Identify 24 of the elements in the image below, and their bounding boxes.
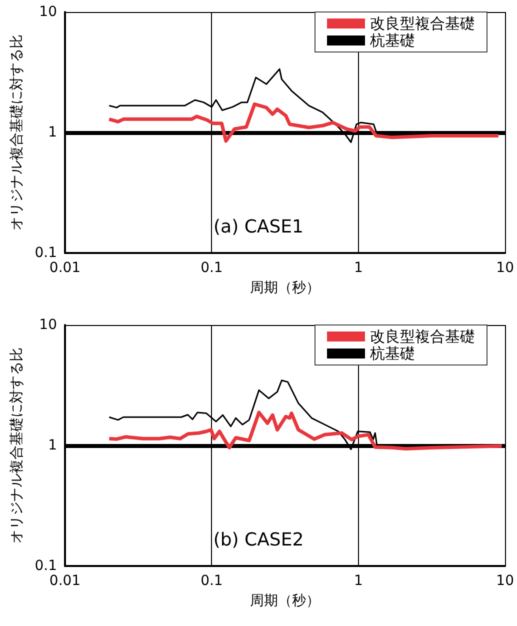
x-axis-title: 周期（秒） [250,280,320,296]
y-tick-label: 1 [48,438,57,454]
y-tick-label: 10 [39,317,57,333]
x-tick-label: 10 [496,260,514,276]
x-tick-label: 1 [354,573,363,589]
y-tick-label: 0.1 [34,245,57,261]
annotation: (a) CASE1 [214,216,304,238]
y-tick-label: 1 [48,124,57,140]
y-tick-label: 0.1 [34,558,57,574]
legend-label: 杭基礎 [369,344,415,362]
x-tick-label: 1 [354,260,363,276]
x-tick-label: 0.01 [49,260,81,276]
x-tick-label: 0.01 [49,573,81,589]
y-axis-title: オリジナル複合基礎に対する比 [8,34,25,230]
annotation: (b) CASE2 [213,530,304,550]
legend-label: 改良型複合基礎 [370,328,475,346]
y-tick-label: 10 [39,4,57,20]
x-tick-label: 0.1 [200,573,223,589]
x-tick-label: 0.1 [200,260,223,276]
y-axis-title: オリジナル複合基礎に対する比 [8,348,25,544]
legend-label: 改良型複合基礎 [370,14,475,32]
x-axis-title: 周期（秒） [250,593,320,609]
legend-label: 杭基礎 [369,32,415,50]
x-tick-label: 10 [496,573,514,589]
